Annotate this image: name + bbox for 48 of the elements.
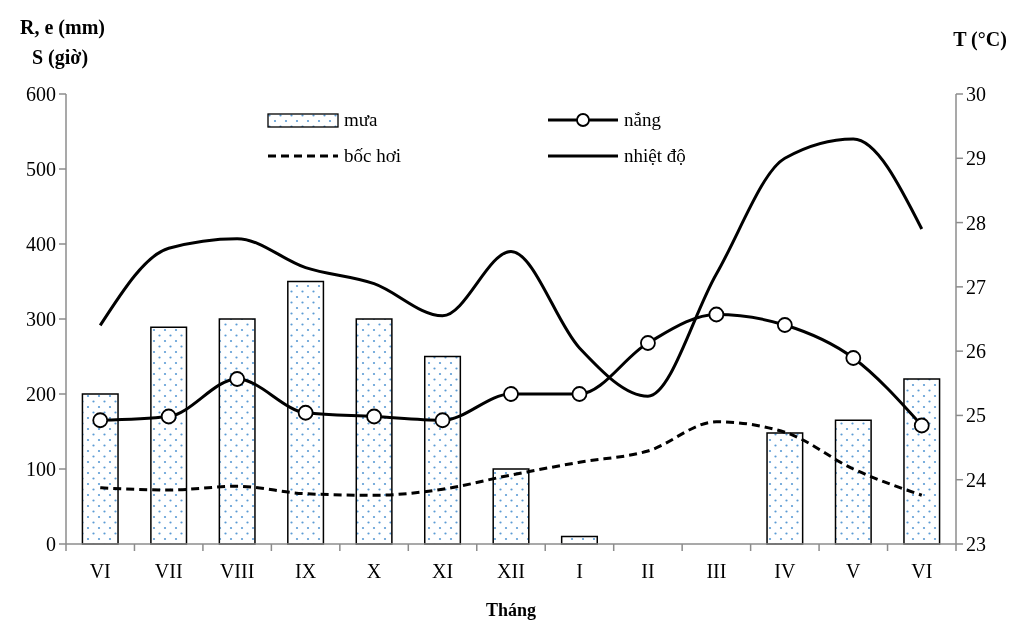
x-tick-label: III [706,560,727,582]
y-tick-label: 200 [26,383,56,405]
x-tick-label: VII [154,560,183,582]
y2-tick-label: 23 [966,533,986,555]
point [913,417,930,434]
y2-tick-label: 24 [966,468,986,491]
point [297,404,314,421]
y2-tick-label: 25 [966,404,986,427]
x-tick-label: V [846,560,862,582]
y2-tick-label: 26 [966,340,986,363]
point [640,335,656,351]
legend-label: bốc hơi [344,145,402,166]
point [366,408,382,425]
y2-axis-title: T (°C) [953,28,1007,51]
x-tick-label: IX [295,560,317,582]
y-tick-label: 400 [26,233,56,255]
x-tick-label: II [641,560,655,582]
point [92,412,109,429]
x-tick-label: XI [431,560,454,582]
legend-label: nắng [624,109,662,130]
y2-tick-label: 30 [966,83,986,105]
x-axis-title: Tháng [485,600,537,620]
x-tick-label: VI [911,560,933,582]
point [434,412,451,429]
x-tick-label: X [366,560,382,582]
point [776,317,793,333]
y2-tick-label: 27 [966,275,986,298]
x-tick-label: XII [497,560,525,582]
point [160,408,177,425]
point [229,371,246,387]
y-tick-label: 600 [26,83,56,105]
point [708,306,725,323]
y-tick-label: 300 [26,308,56,330]
y-tick-label: 500 [26,158,56,180]
y2-tick-label: 29 [966,147,986,170]
y2-tick-label: 28 [966,211,986,234]
x-tick-label: I [576,560,583,582]
x-tick-label: VI [89,560,111,582]
y-tick-label: 100 [26,458,56,480]
point [845,350,862,366]
x-tick-label: VIII [219,560,255,582]
y-tick-label: 0 [46,533,56,555]
legend-label: nhiệt độ [624,145,686,166]
legend-label: mưa [344,109,379,130]
y-axis-title: R, e (mm) S (giờ) [20,16,105,69]
point [571,386,588,402]
point [503,386,519,402]
x-tick-label: IV [774,560,796,582]
